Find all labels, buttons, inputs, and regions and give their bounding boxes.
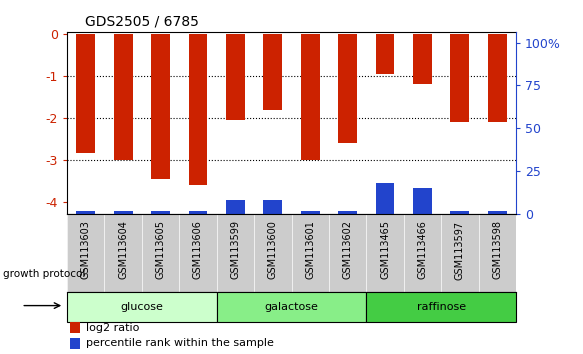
FancyBboxPatch shape — [366, 292, 516, 322]
Bar — [338, 34, 357, 143]
Text: log2 ratio: log2 ratio — [86, 322, 139, 332]
Bar — [226, 34, 245, 120]
Text: glucose: glucose — [121, 302, 163, 312]
Bar — [338, 211, 357, 214]
Text: GSM113598: GSM113598 — [492, 221, 502, 279]
Text: GSM113603: GSM113603 — [81, 221, 91, 279]
Text: galactose: galactose — [265, 302, 318, 312]
Bar — [451, 211, 469, 214]
Bar — [151, 34, 170, 178]
Text: GSM113599: GSM113599 — [230, 221, 240, 279]
Text: GSM113605: GSM113605 — [156, 221, 166, 279]
Bar — [226, 200, 245, 214]
Bar — [451, 34, 469, 122]
Bar — [375, 34, 394, 74]
Bar — [70, 322, 80, 333]
Bar — [114, 34, 132, 160]
Bar — [301, 211, 319, 214]
Bar — [114, 211, 132, 214]
Text: GSM113601: GSM113601 — [305, 221, 315, 279]
Bar — [70, 338, 80, 349]
Bar — [488, 211, 507, 214]
Text: GSM113606: GSM113606 — [193, 221, 203, 279]
FancyBboxPatch shape — [67, 292, 217, 322]
Bar — [151, 211, 170, 214]
Text: GSM113597: GSM113597 — [455, 221, 465, 280]
Bar — [413, 188, 432, 214]
Bar — [189, 211, 208, 214]
Bar — [301, 34, 319, 160]
FancyBboxPatch shape — [217, 292, 366, 322]
Text: percentile rank within the sample: percentile rank within the sample — [86, 338, 274, 348]
Bar — [264, 200, 282, 214]
Text: GSM113602: GSM113602 — [343, 221, 353, 279]
Text: growth protocol: growth protocol — [3, 269, 85, 279]
Bar — [375, 183, 394, 214]
Text: GSM113600: GSM113600 — [268, 221, 278, 279]
Bar — [488, 34, 507, 122]
Text: GSM113466: GSM113466 — [417, 221, 427, 279]
Bar — [76, 211, 95, 214]
Text: GSM113604: GSM113604 — [118, 221, 128, 279]
Text: raffinose: raffinose — [417, 302, 466, 312]
Bar — [413, 34, 432, 84]
Bar — [189, 34, 208, 185]
Text: GDS2505 / 6785: GDS2505 / 6785 — [85, 14, 198, 28]
Bar — [76, 34, 95, 153]
Text: GSM113465: GSM113465 — [380, 221, 390, 279]
Bar — [264, 34, 282, 110]
